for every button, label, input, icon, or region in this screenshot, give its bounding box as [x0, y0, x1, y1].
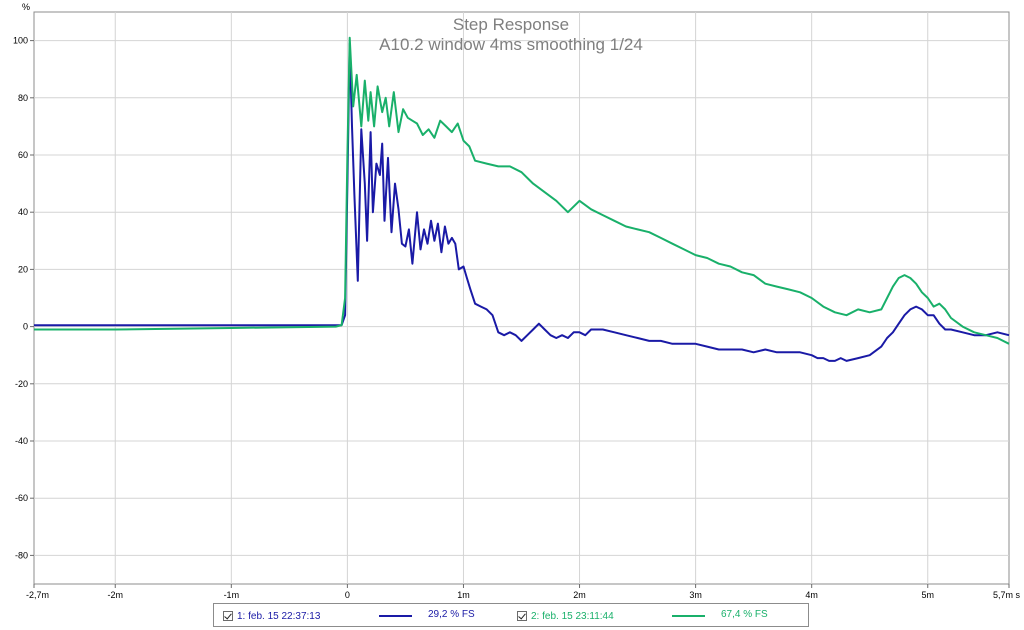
- chart-title: Step Response: [453, 15, 569, 34]
- y-tick-label: -60: [15, 493, 28, 503]
- series-line-2: [34, 36, 1010, 345]
- y-tick-label: 80: [18, 93, 28, 103]
- x-tick-label: 5m: [921, 590, 934, 600]
- legend-series-value: 29,2 % FS: [428, 609, 475, 620]
- legend-entry-2[interactable]: 2: feb. 15 23:11:44: [517, 609, 614, 623]
- series-lines: [34, 36, 1010, 362]
- x-tick-label: -2,7m: [26, 590, 49, 600]
- chart-subtitle: A10.2 window 4ms smoothing 1/24: [379, 35, 643, 54]
- axis-ticks: -2,7m -2m -1m 0 1m 2m 3m 4m 5m 5,7m s 100 80 60 40 20 0…: [13, 36, 1021, 600]
- y-tick-label: 20: [18, 264, 28, 274]
- plot-area: [33, 11, 1010, 585]
- x-tick-label: 1m: [457, 590, 470, 600]
- x-tick-label: -1m: [224, 590, 240, 600]
- x-tick-label: -2m: [108, 590, 124, 600]
- legend-entry-1[interactable]: 1: feb. 15 22:37:13: [223, 609, 320, 623]
- y-tick-label: 0: [23, 322, 28, 332]
- x-tick-label: 5,7m s: [993, 590, 1021, 600]
- legend-series-name: 1: feb. 15 22:37:13: [237, 610, 321, 622]
- y-tick-label: -80: [15, 550, 28, 560]
- y-tick-label: -20: [15, 379, 28, 389]
- legend-line-swatch: [379, 615, 412, 617]
- x-tick-label: 2m: [573, 590, 586, 600]
- legend-series-name: 2: feb. 15 23:11:44: [531, 610, 614, 622]
- checkbox-icon[interactable]: [223, 611, 233, 621]
- y-tick-label: 60: [18, 150, 28, 160]
- legend-line-swatch: [672, 615, 705, 617]
- y-tick-label: 40: [18, 207, 28, 217]
- step-response-chart: -2,7m -2m -1m 0 1m 2m 3m 4m 5m 5,7m s 100 80 60 40 20 0…: [13, 2, 1021, 600]
- x-tick-label: 4m: [805, 590, 818, 600]
- grid: [34, 12, 1009, 584]
- y-tick-label: -40: [15, 436, 28, 446]
- legend-series-value: 67,4 % FS: [721, 609, 768, 620]
- legend: 1: feb. 15 22:37:13 29,2 % FS 2: feb. 15…: [213, 603, 809, 627]
- y-axis-unit: %: [22, 2, 30, 12]
- series-line-1: [34, 42, 1010, 362]
- checkbox-icon[interactable]: [517, 611, 527, 621]
- x-tick-label: 3m: [689, 590, 702, 600]
- x-tick-label: 0: [345, 590, 350, 600]
- y-tick-label: 100: [13, 36, 28, 46]
